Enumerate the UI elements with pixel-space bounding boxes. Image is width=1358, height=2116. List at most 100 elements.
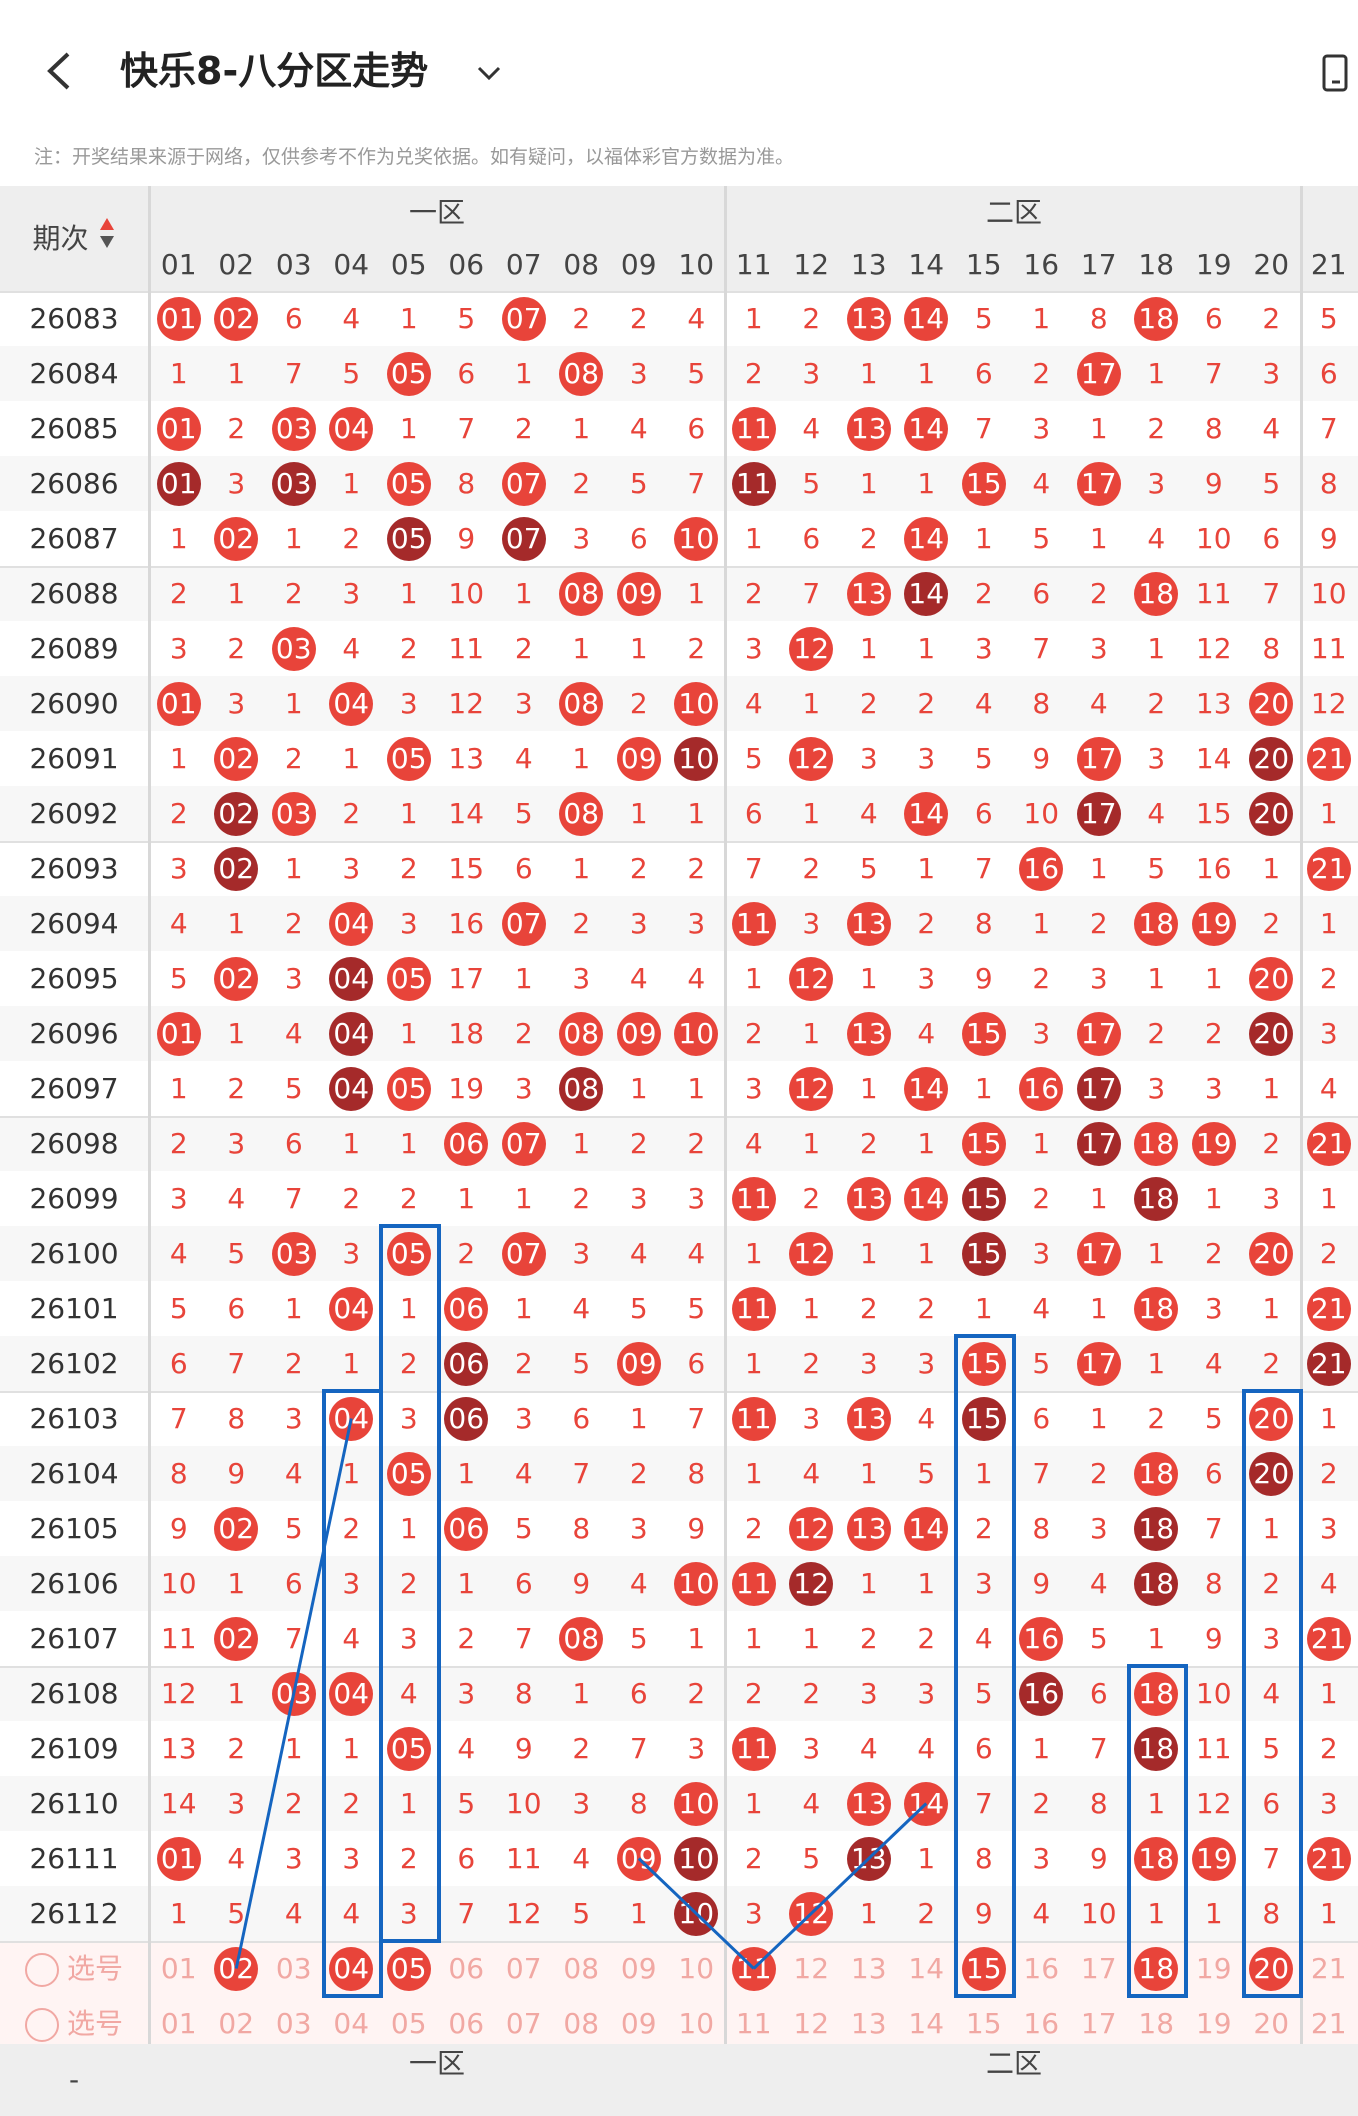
pick-number[interactable]: 12 [793,1952,830,1985]
drawn-ball: 20 [1249,956,1294,1001]
pick-number[interactable]: 19 [1195,2007,1232,2040]
pick-number[interactable]: 07 [505,2007,542,2040]
pick-number[interactable]: 03 [275,1952,312,1985]
omission-count: 12 [160,1677,197,1710]
drawn-ball: 18 [1134,1451,1179,1496]
omission-count: 3 [802,1732,821,1765]
omission-count: 1 [744,1347,763,1380]
pick-number[interactable]: 07 [505,1952,542,1985]
omission-count: 2 [974,577,993,610]
pick-number[interactable]: 11 [735,2007,772,2040]
omission-count: 1 [1032,1732,1051,1765]
drawn-ball: 07 [501,1121,546,1166]
omission-count: 1 [572,632,591,665]
drawn-ball: 07 [501,516,546,561]
trend-table: 期次 一区 二区 01 02 03 04 05 06 07 08 09 10 11 12 13 14 15 1… [0,186,1358,2116]
pick-number[interactable]: 17 [1080,1952,1117,1985]
omission-count: 1 [859,357,878,390]
selected-pick-ball[interactable]: 15 [961,1946,1006,1991]
pick-number[interactable]: 18 [1138,2007,1175,2040]
omission-count: 6 [284,1127,303,1160]
omission-count: 2 [802,1347,821,1380]
selected-pick-ball[interactable]: 18 [1134,1946,1179,1991]
pick-row-label[interactable]: 选号 [0,1996,148,2051]
pick-number[interactable]: 20 [1253,2007,1290,2040]
omission-count: 1 [572,1127,591,1160]
pick-number[interactable]: 14 [908,1952,945,1985]
pick-number[interactable]: 14 [908,2007,945,2040]
pick-number[interactable]: 09 [620,1952,657,1985]
pick-number[interactable]: 21 [1310,1952,1347,1985]
selected-pick-ball[interactable]: 04 [329,1946,374,1991]
omission-count: 8 [687,1457,706,1490]
pick-number[interactable]: 04 [333,2007,370,2040]
omission-count: 1 [399,1017,418,1050]
pick-number[interactable]: 08 [563,2007,600,2040]
pick-number[interactable]: 06 [448,1952,485,1985]
omission-count: 1 [457,1182,476,1215]
pick-number[interactable]: 10 [678,2007,715,2040]
pick-number[interactable]: 02 [218,2007,255,2040]
drawn-ball: 15 [961,461,1006,506]
omission-count: 1 [399,412,418,445]
omission-count: 7 [457,412,476,445]
footer-dash: - [68,2063,80,2096]
selected-pick-ball[interactable]: 05 [386,1946,431,1991]
drawn-ball: 13 [846,571,891,616]
pick-number[interactable]: 08 [563,1952,600,1985]
pick-number[interactable]: 13 [850,1952,887,1985]
omission-count: 3 [1204,1292,1223,1325]
pick-number[interactable]: 15 [965,2007,1002,2040]
drawn-ball: 09 [616,736,661,781]
pick-number[interactable]: 13 [850,2007,887,2040]
pick-number[interactable]: 09 [620,2007,657,2040]
issue-header[interactable]: 期次 [0,186,148,291]
zone-label-2: 二区 [985,196,1042,229]
omission-count: 1 [1147,1787,1166,1820]
chevron-down-icon[interactable] [474,58,504,88]
drawn-ball: 12 [789,626,834,671]
drawn-ball: 03 [271,626,316,671]
device-icon[interactable] [1320,52,1358,96]
omission-count: 3 [227,687,246,720]
omission-count: 2 [399,1182,418,1215]
omission-count: 3 [1319,1512,1338,1545]
pick-number[interactable]: 17 [1080,2007,1117,2040]
page-title[interactable]: 快乐8-八分区走势 [120,49,429,93]
pick-number[interactable]: 01 [160,2007,197,2040]
drawn-ball: 12 [789,1231,834,1276]
pick-number[interactable]: 05 [390,2007,427,2040]
pick-number[interactable]: 10 [678,1952,715,1985]
omission-count: 3 [974,1567,993,1600]
column-header-03: 03 [275,248,312,281]
omission-count: 4 [1319,1072,1338,1105]
back-icon[interactable] [40,46,80,96]
omission-count: 1 [514,1182,533,1215]
omission-count: 3 [1262,1182,1281,1215]
omission-count: 1 [629,797,648,830]
radio-circle-icon[interactable] [24,1953,59,1987]
row-group-divider [0,1941,1358,1943]
pick-number[interactable]: 01 [160,1952,197,1985]
selected-pick-ball[interactable]: 20 [1249,1946,1294,1991]
pick-number[interactable]: 19 [1195,1952,1232,1985]
drawn-ball: 05 [386,516,431,561]
omission-count: 7 [572,1457,591,1490]
omission-count: 1 [1147,1897,1166,1930]
drawn-ball: 17 [1076,351,1121,396]
omission-count: 7 [284,1622,303,1655]
radio-circle-icon[interactable] [24,2008,59,2042]
pick-number[interactable]: 06 [448,2007,485,2040]
omission-count: 1 [687,1072,706,1105]
drawn-ball: 21 [1306,846,1351,891]
pick-number[interactable]: 16 [1023,1952,1060,1985]
omission-count: 1 [1319,1897,1338,1930]
pick-number[interactable]: 16 [1023,2007,1060,2040]
sort-arrows-icon[interactable] [99,188,115,293]
omission-count: 6 [974,1732,993,1765]
pick-number[interactable]: 21 [1310,2007,1347,2040]
pick-row-label[interactable]: 选号 [0,1941,148,1996]
omission-count: 1 [572,852,591,885]
pick-number[interactable]: 03 [275,2007,312,2040]
pick-number[interactable]: 12 [793,2007,830,2040]
